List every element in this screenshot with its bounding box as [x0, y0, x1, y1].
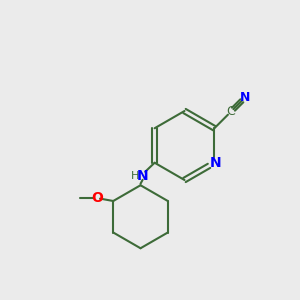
Text: N: N [240, 91, 250, 104]
Text: N: N [210, 156, 222, 170]
Text: H: H [130, 171, 139, 181]
Text: C: C [226, 105, 235, 118]
Text: O: O [91, 191, 103, 205]
Text: N: N [137, 169, 148, 183]
